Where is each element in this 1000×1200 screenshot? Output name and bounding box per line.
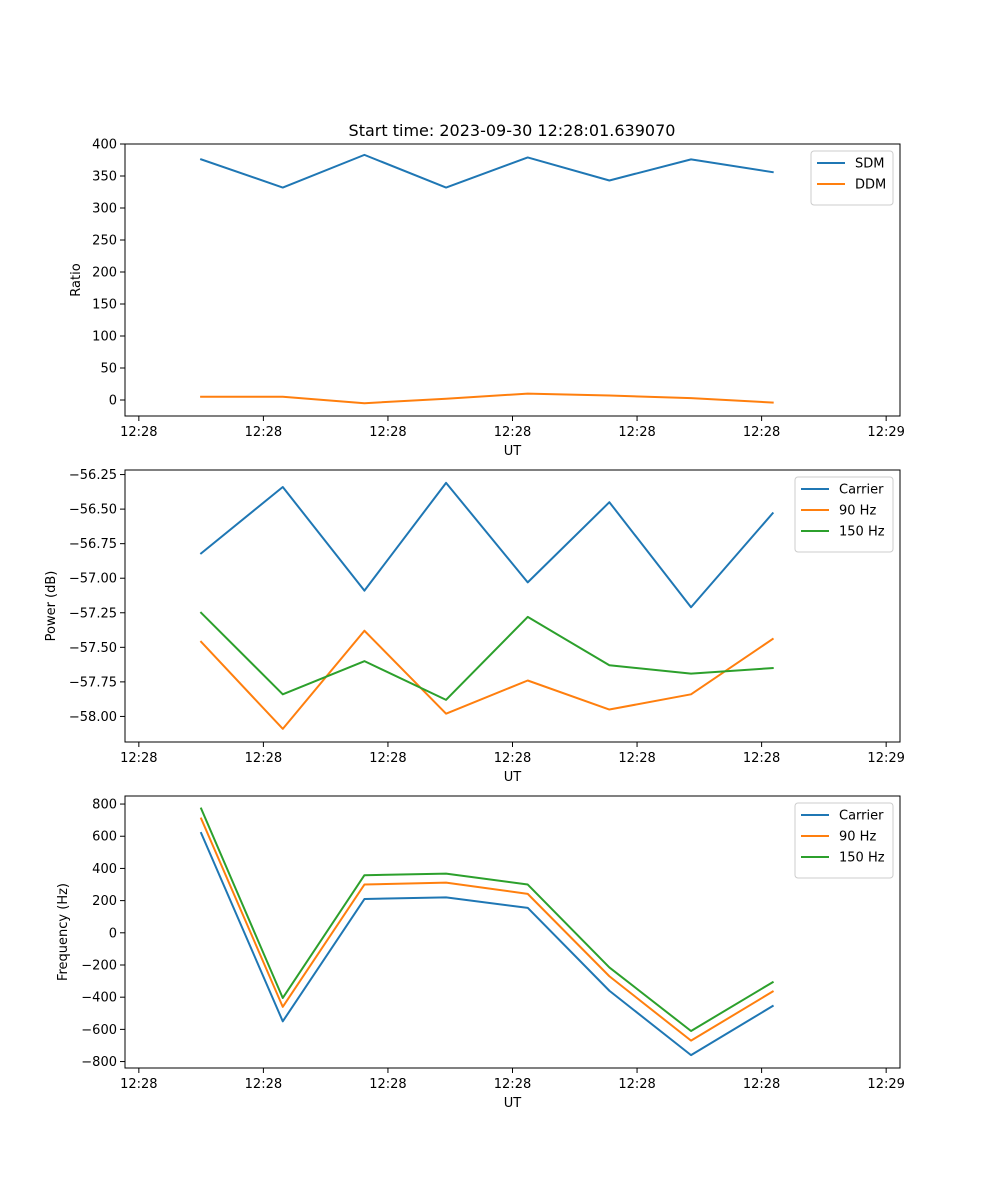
y-tick-label: −200 [81, 958, 117, 973]
y-tick-label: 400 [92, 138, 117, 153]
y-tick-label: −57.25 [69, 606, 117, 621]
legend-label: DDM [855, 178, 886, 193]
x-tick-label: 12:28 [120, 751, 157, 766]
legend-box [794, 476, 894, 553]
y-tick-label: 0 [109, 926, 117, 941]
series-line-90-hz [199, 629, 775, 730]
x-tick-label: 12:28 [120, 1077, 157, 1092]
x-tick-label: 12:28 [369, 751, 406, 766]
y-tick-label: 350 [92, 170, 117, 185]
y-tick-label: −400 [81, 991, 117, 1006]
y-tick-label: 100 [92, 330, 117, 345]
y-axis-label: Frequency (Hz) [56, 883, 71, 981]
x-tick-label: 12:29 [867, 751, 904, 766]
legend: SDM DDM [810, 150, 894, 206]
series-line-150-hz [199, 611, 774, 701]
x-tick-label: 12:28 [618, 751, 655, 766]
x-tick-label: 12:28 [245, 1077, 282, 1092]
y-tick-label: 200 [92, 266, 117, 281]
x-axis-label: UT [504, 444, 522, 459]
y-tick-label: 200 [92, 894, 117, 909]
figure-title: Start time: 2023-09-30 12:28:01.639070 [349, 121, 676, 140]
x-tick-label: 12:28 [245, 751, 282, 766]
legend-label: Carrier [839, 809, 884, 824]
x-tick-label: 12:28 [618, 425, 655, 440]
x-tick-label: 12:28 [369, 1077, 406, 1092]
legend-box [810, 150, 894, 206]
legend-label: 90 Hz [839, 830, 876, 845]
y-tick-label: 50 [100, 362, 117, 377]
series-line-carrier [199, 831, 775, 1057]
series-line-carrier [199, 481, 775, 609]
x-tick-label: 12:28 [743, 425, 780, 440]
legend-label: SDM [855, 157, 884, 172]
series-line-sdm [199, 153, 774, 189]
y-tick-label: 0 [109, 394, 117, 409]
y-tick-label: −57.75 [69, 675, 117, 690]
y-tick-label: 800 [92, 798, 117, 813]
series-line-ddm [200, 392, 774, 405]
y-tick-label: 400 [92, 862, 117, 877]
legend-label: 150 Hz [839, 525, 885, 540]
x-tick-label: 12:29 [867, 425, 904, 440]
y-tick-label: −57.50 [69, 641, 117, 656]
legend: Carrier 90 Hz 150 Hz [794, 802, 894, 879]
x-tick-label: 12:28 [743, 1077, 780, 1092]
x-axis-label: UT [504, 770, 522, 785]
legend-label: 150 Hz [839, 851, 885, 866]
x-tick-label: 12:28 [245, 425, 282, 440]
y-tick-label: 250 [92, 234, 117, 249]
legend-box [794, 802, 894, 879]
x-tick-label: 12:28 [618, 1077, 655, 1092]
y-tick-label: 300 [92, 202, 117, 217]
x-tick-label: 12:29 [867, 1077, 904, 1092]
subplot-1: 12:28 12:28 12:28 12:28 12:28 12:28 12:29 0 50 10… [69, 138, 905, 460]
subplot-3: 12:28 12:28 12:28 12:28 12:28 12:28 12:29 −800 −… [56, 795, 905, 1111]
y-axis-label: Power (dB) [44, 571, 59, 642]
y-tick-label: 600 [92, 830, 117, 845]
x-axis-label: UT [504, 1096, 522, 1111]
y-tick-label: 150 [92, 298, 117, 313]
y-tick-label: −56.75 [69, 537, 117, 552]
legend: Carrier 90 Hz 150 Hz [794, 476, 894, 553]
legend-label: Carrier [839, 483, 884, 498]
y-tick-label: −800 [81, 1055, 117, 1070]
x-tick-label: 12:28 [494, 1077, 531, 1092]
y-tick-label: −600 [81, 1023, 117, 1038]
x-tick-label: 12:28 [494, 751, 531, 766]
legend-label: 90 Hz [839, 504, 876, 519]
y-tick-label: −58.00 [69, 710, 117, 725]
y-tick-label: −56.50 [69, 503, 117, 518]
x-tick-label: 12:28 [743, 751, 780, 766]
x-tick-label: 12:28 [120, 425, 157, 440]
y-tick-label: −57.00 [69, 572, 117, 587]
y-tick-label: −56.25 [69, 468, 117, 483]
series-line-90-hz [199, 817, 775, 1042]
x-tick-label: 12:28 [369, 425, 406, 440]
y-axis-label: Ratio [69, 263, 84, 296]
subplot-2: 12:28 12:28 12:28 12:28 12:28 12:28 12:29 −58.0… [44, 468, 905, 785]
x-tick-label: 12:28 [494, 425, 531, 440]
series-line-150-hz [199, 807, 775, 1032]
